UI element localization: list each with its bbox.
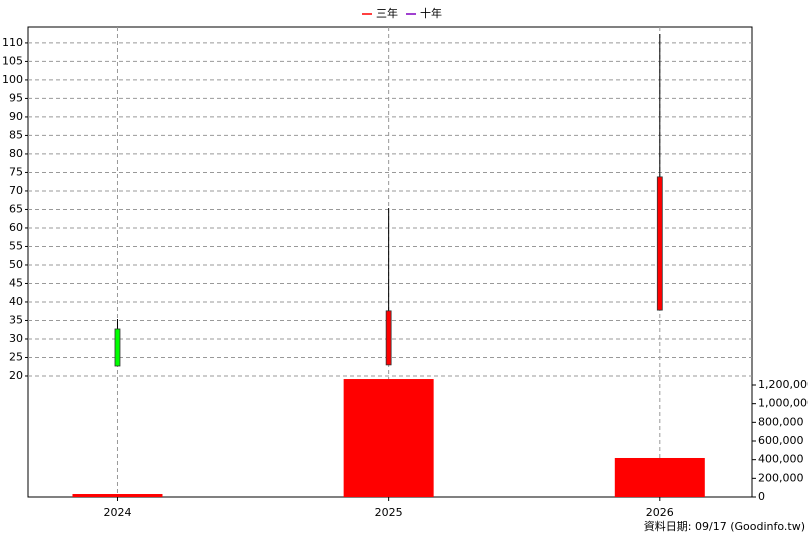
y-tick-label: 45 bbox=[9, 276, 23, 289]
y-tick-label: 40 bbox=[9, 295, 23, 308]
candle-body bbox=[656, 176, 663, 311]
y2-tick-label: 600,000 bbox=[758, 434, 804, 447]
y-tick-label: 85 bbox=[9, 128, 23, 141]
y-tick-label: 75 bbox=[9, 165, 23, 178]
y-tick-label: 95 bbox=[9, 91, 23, 104]
y-tick-label: 105 bbox=[2, 54, 23, 67]
y-tick-label: 80 bbox=[9, 147, 23, 160]
legend-label: 十年 bbox=[420, 6, 442, 20]
legend-label: 三年 bbox=[376, 6, 398, 20]
y-tick-label: 30 bbox=[9, 332, 23, 345]
volume-bar bbox=[343, 379, 434, 497]
y2-tick-label: 1,000,000 bbox=[758, 397, 808, 410]
y2-tick-label: 200,000 bbox=[758, 471, 804, 484]
y-tick-label: 60 bbox=[9, 221, 23, 234]
y-tick-label: 65 bbox=[9, 202, 23, 215]
footer: 資料日期: 09/17 (Goodinfo.tw) bbox=[644, 519, 805, 533]
y-tick-label: 55 bbox=[9, 239, 23, 252]
y-tick-label: 35 bbox=[9, 313, 23, 326]
x-tick-label: 2026 bbox=[646, 506, 674, 519]
volume-bar bbox=[72, 494, 163, 497]
y2-tick-label: 400,000 bbox=[758, 453, 804, 466]
y-tick-label: 110 bbox=[2, 36, 23, 49]
y-tick-label: 20 bbox=[9, 369, 23, 382]
y-tick-label: 50 bbox=[9, 258, 23, 271]
y2-tick-label: 0 bbox=[758, 490, 765, 503]
y2-tick-label: 1,200,000 bbox=[758, 378, 808, 391]
volume-bar bbox=[614, 457, 705, 497]
candle-body bbox=[385, 310, 392, 366]
y2-tick-label: 800,000 bbox=[758, 415, 804, 428]
x-tick-label: 2024 bbox=[103, 506, 131, 519]
y-tick-label: 100 bbox=[2, 73, 23, 86]
candle-body bbox=[114, 328, 121, 367]
x-tick-label: 2025 bbox=[375, 506, 403, 519]
y-tick-label: 90 bbox=[9, 110, 23, 123]
y-tick-label: 25 bbox=[9, 350, 23, 363]
y-tick-label: 70 bbox=[9, 184, 23, 197]
